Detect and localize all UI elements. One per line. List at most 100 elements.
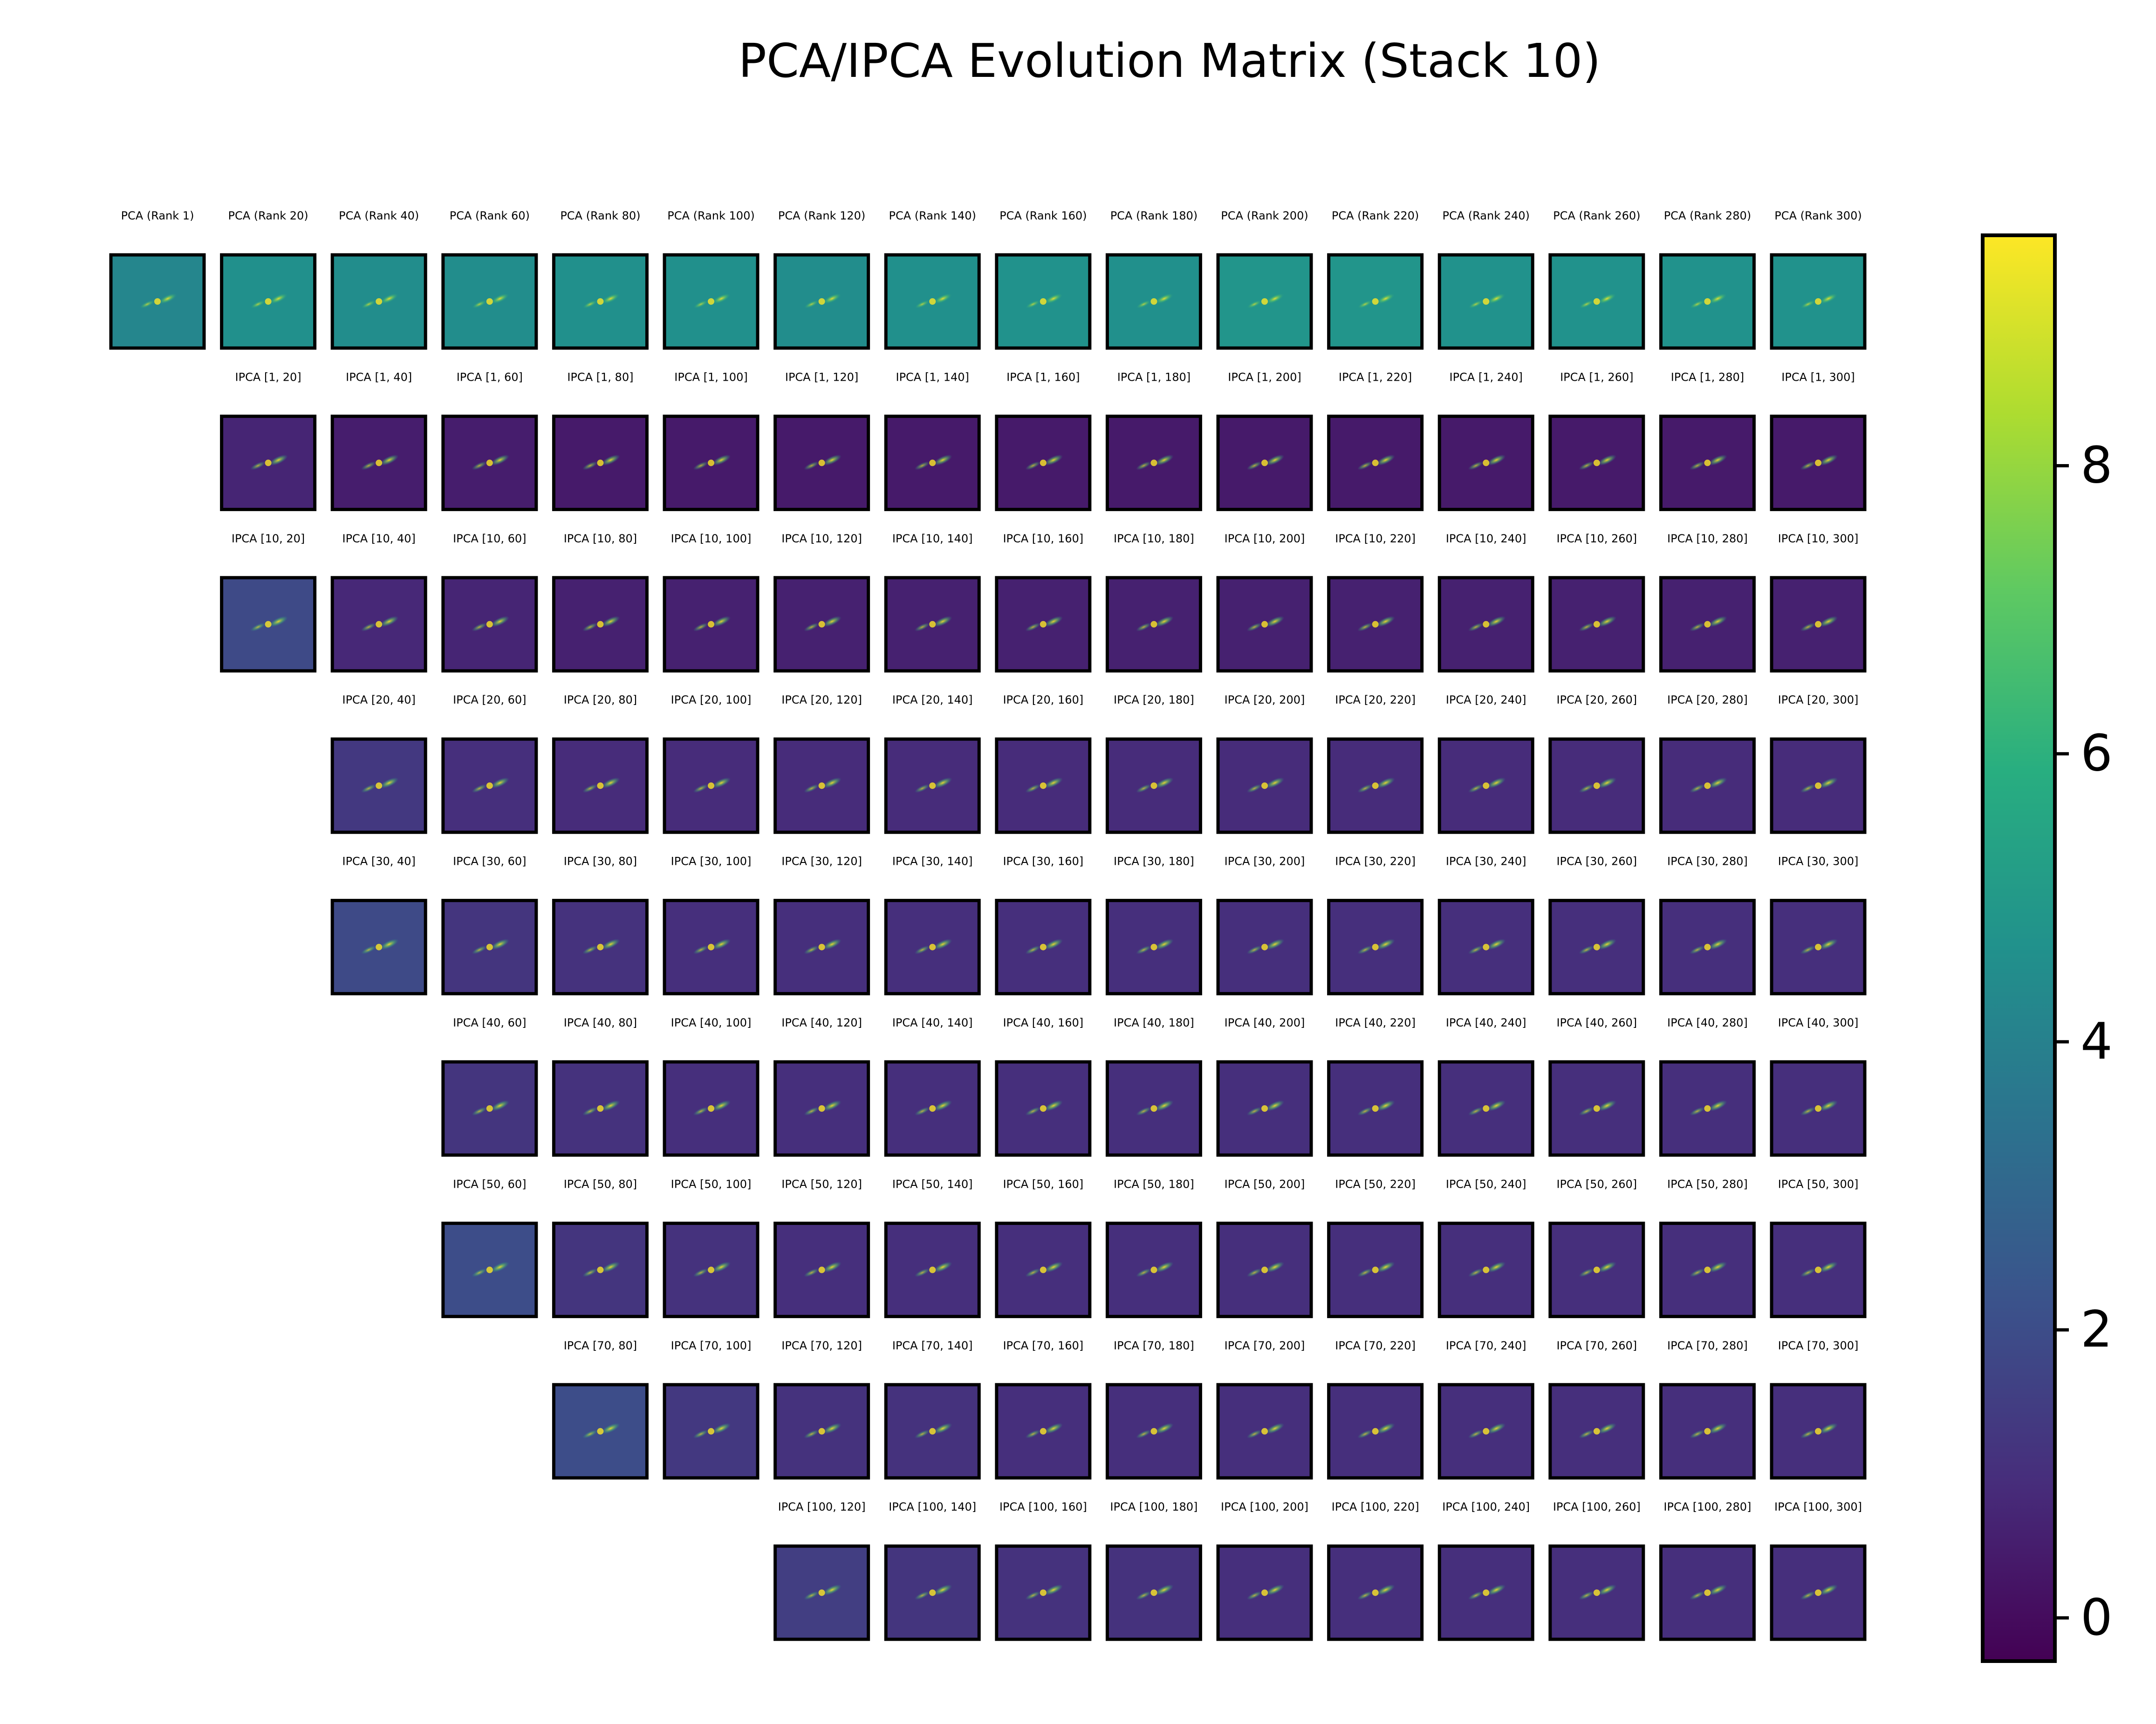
panel-label: IPCA [20, 180] — [1114, 693, 1194, 706]
panel-feature — [1815, 298, 1821, 305]
panel-label: IPCA [70, 120] — [781, 1339, 862, 1352]
panel-frame — [1437, 1544, 1534, 1641]
panel: IPCA [50, 120] — [773, 1177, 870, 1318]
panel-frame — [1659, 1060, 1756, 1157]
colorbar-tick-label: 8 — [2081, 437, 2113, 495]
panel-frame — [995, 576, 1092, 673]
panel-frame — [773, 576, 870, 673]
panel-frame — [1770, 253, 1867, 350]
panel-feature — [486, 459, 493, 466]
panel-label: PCA (Rank 220) — [1332, 209, 1419, 222]
panel-feature — [1708, 293, 1727, 304]
panel-frame — [995, 1221, 1092, 1318]
panel-label: IPCA [50, 80] — [564, 1177, 637, 1190]
panel-feature — [822, 616, 842, 627]
panel-feature — [804, 945, 820, 954]
panel-label: IPCA [70, 100] — [671, 1339, 752, 1352]
panel-label: IPCA [20, 240] — [1446, 693, 1526, 706]
panel: IPCA [1, 260] — [1548, 370, 1645, 511]
panel-frame — [330, 737, 427, 834]
panel-feature — [582, 945, 598, 954]
panel-label: IPCA [30, 240] — [1446, 855, 1526, 868]
panel-feature — [1357, 784, 1373, 793]
panel-feature — [490, 938, 510, 950]
panel: IPCA [50, 60] — [441, 1177, 538, 1318]
panel-feature — [1261, 1266, 1268, 1273]
panel-feature — [472, 1107, 487, 1116]
panel-label: IPCA [30, 120] — [781, 855, 862, 868]
panel-feature — [1708, 1261, 1727, 1273]
panel: IPCA [40, 140] — [884, 1016, 981, 1157]
panel-feature — [1136, 623, 1151, 632]
panel-feature — [1372, 1428, 1379, 1435]
panel-frame — [1770, 1221, 1867, 1318]
panel-feature — [597, 1266, 604, 1273]
panel-label: PCA (Rank 240) — [1442, 209, 1529, 222]
panel-frame — [1659, 1383, 1756, 1480]
panel: IPCA [30, 300] — [1770, 855, 1867, 996]
panel-feature — [914, 300, 930, 309]
panel-feature — [1246, 300, 1262, 309]
panel-frame — [552, 737, 649, 834]
panel-feature — [490, 1100, 510, 1111]
panel-label: IPCA [1, 20] — [235, 370, 301, 383]
panel-feature — [269, 454, 288, 466]
panel: IPCA [10, 160] — [995, 532, 1092, 673]
panel-feature — [1468, 1591, 1484, 1600]
panel: IPCA [100, 260] — [1548, 1500, 1645, 1641]
panel-frame — [1659, 1544, 1756, 1641]
panel-feature — [601, 1100, 620, 1111]
panel-label: IPCA [10, 20] — [232, 532, 305, 545]
panel-frame — [552, 253, 649, 350]
panel: IPCA [10, 300] — [1770, 532, 1867, 673]
panel-feature — [1155, 616, 1174, 627]
panel-frame — [773, 253, 870, 350]
colorbar-ticks: 0 2 4 6 8 — [2055, 437, 2113, 1647]
panel-feature — [1815, 459, 1821, 466]
panel-label: IPCA [50, 120] — [781, 1177, 862, 1190]
panel-frame — [773, 414, 870, 511]
panel: IPCA [70, 140] — [884, 1339, 981, 1480]
panel-feature — [1815, 782, 1821, 789]
panel-feature — [1704, 782, 1711, 789]
panel-label: IPCA [30, 160] — [1003, 855, 1083, 868]
panel-feature — [1483, 1589, 1490, 1596]
panel: IPCA [1, 80] — [552, 370, 649, 511]
panel: PCA (Rank 120) — [773, 209, 870, 350]
panel-feature — [1486, 1261, 1506, 1273]
panel-label: IPCA [20, 60] — [453, 693, 526, 706]
panel-feature — [712, 1423, 731, 1434]
panel-label: IPCA [40, 160] — [1003, 1016, 1083, 1029]
panel-feature — [1819, 293, 1838, 304]
panel-frame — [1327, 899, 1424, 996]
panel-feature — [1150, 459, 1157, 466]
panel-frame — [1659, 1221, 1756, 1318]
panel-feature — [1044, 1100, 1063, 1111]
panel-feature — [933, 616, 952, 627]
panel-feature — [250, 300, 266, 309]
panel: IPCA [1, 220] — [1327, 370, 1424, 511]
panel-feature — [708, 1428, 714, 1435]
panel-feature — [1597, 1100, 1617, 1111]
panel-feature — [582, 300, 598, 309]
panel-feature — [1819, 938, 1838, 950]
panel-feature — [1815, 1428, 1821, 1435]
panel-feature — [1704, 1428, 1711, 1435]
colorbar-tick-label: 0 — [2081, 1588, 2113, 1647]
panel-label: IPCA [100, 300] — [1774, 1500, 1862, 1513]
panel: IPCA [1, 200] — [1216, 370, 1313, 511]
panel-feature — [1486, 293, 1506, 304]
panel-feature — [1597, 1584, 1617, 1595]
panel: IPCA [100, 220] — [1327, 1500, 1424, 1641]
panel-feature — [1708, 616, 1727, 627]
panel-feature — [1486, 938, 1506, 950]
panel: PCA (Rank 80) — [552, 209, 649, 350]
panel-frame — [884, 414, 981, 511]
panel-label: IPCA [1, 160] — [1006, 370, 1080, 383]
panel-feature — [1486, 1100, 1506, 1111]
panel-feature — [1155, 777, 1174, 788]
panel-label: IPCA [20, 280] — [1667, 693, 1748, 706]
panel-label: IPCA [1, 60] — [457, 370, 523, 383]
panel-label: IPCA [10, 300] — [1778, 532, 1859, 545]
panel-feature — [1704, 621, 1711, 628]
